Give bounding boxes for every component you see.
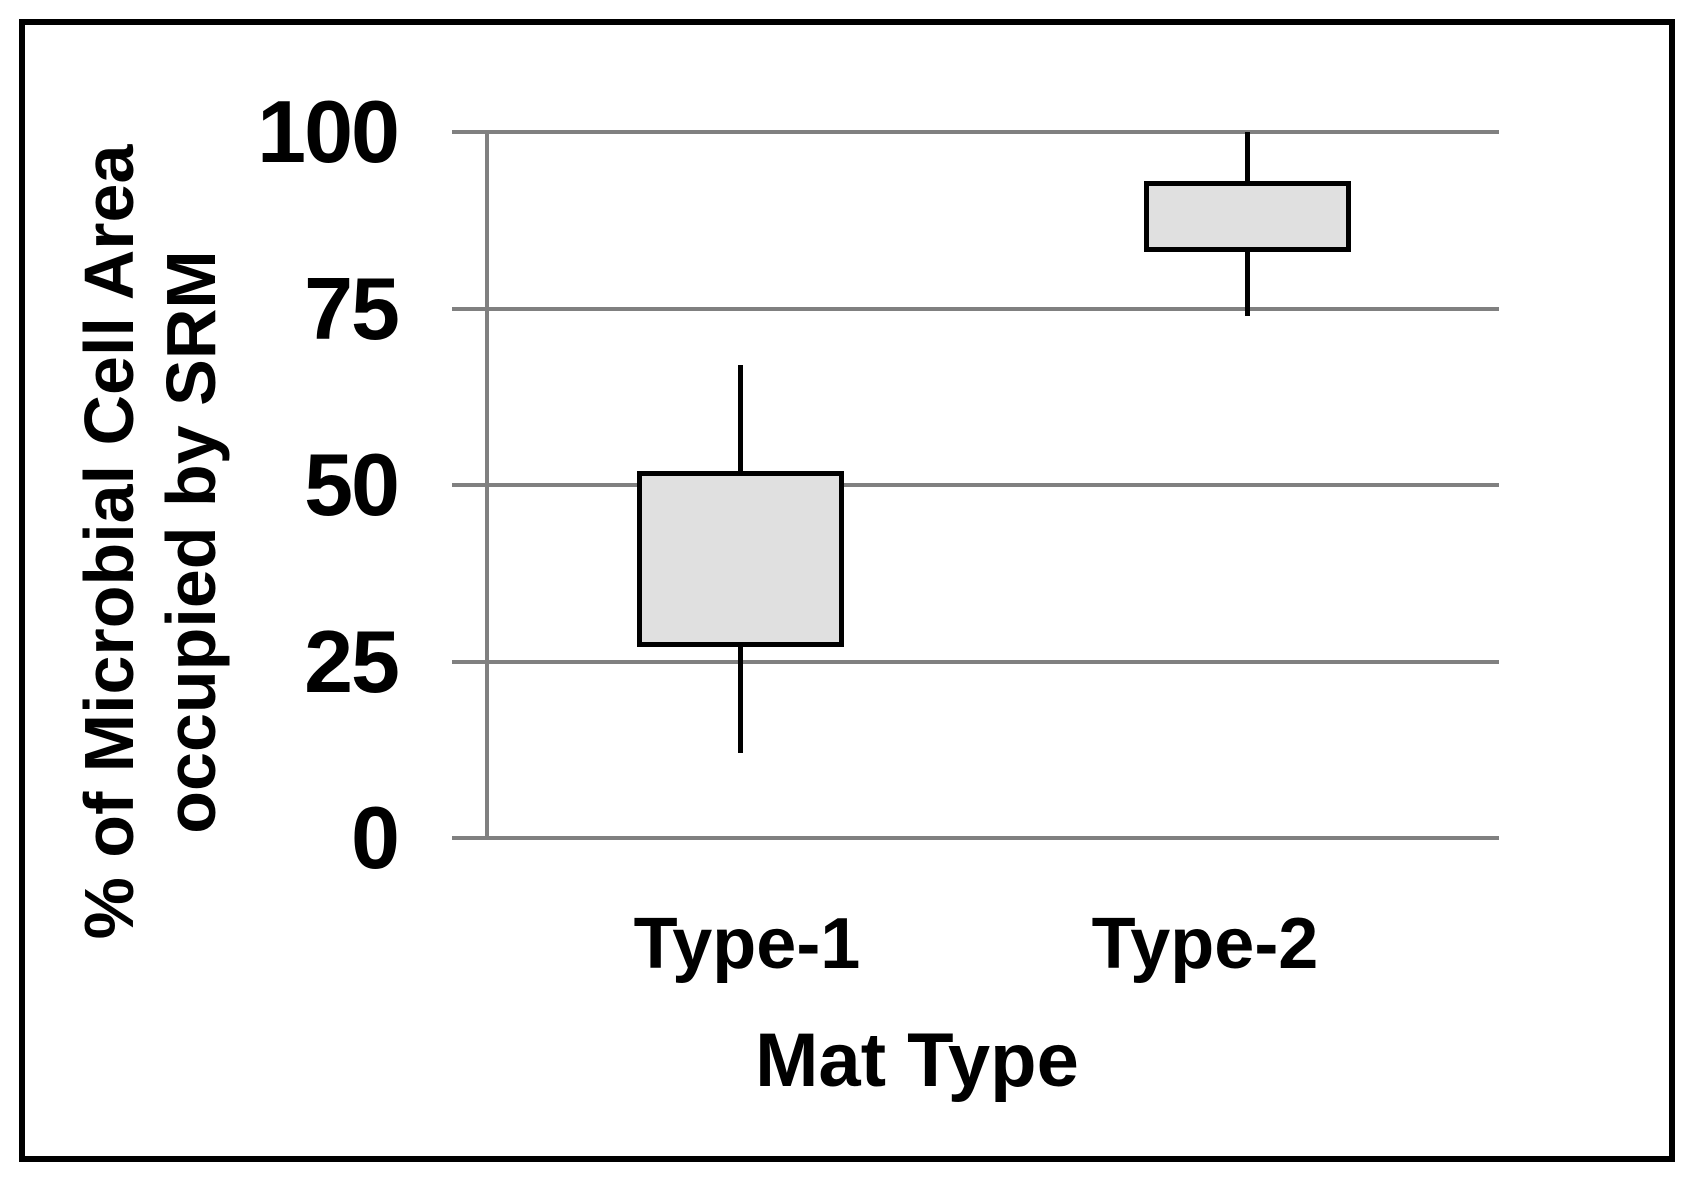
box-type-1 xyxy=(636,470,844,648)
gridline-y-100 xyxy=(452,130,1499,134)
gridline-y-75 xyxy=(452,306,1499,311)
y-axis-line xyxy=(485,130,489,840)
box-type-2 xyxy=(1143,181,1351,252)
gridline-y-0 xyxy=(452,836,1499,840)
y-axis-title: % of Microbial Cell Area occupied by SRM xyxy=(68,82,236,1002)
y-tick-label-75: 75 xyxy=(304,258,400,358)
y-tick-label-100: 100 xyxy=(257,82,400,181)
y-tick-label-25: 25 xyxy=(304,611,400,711)
x-tick-label-type-2: Type-2 xyxy=(1091,904,1319,984)
x-axis-title: Mat Type xyxy=(755,1018,1079,1103)
y-axis-title-line-2: occupied by SRM xyxy=(152,250,230,834)
y-tick-label-50: 50 xyxy=(304,435,400,534)
chart-outer-border xyxy=(19,19,1675,1162)
y-axis-title-line-1: % of Microbial Cell Area xyxy=(70,144,148,940)
gridline-y-25 xyxy=(452,659,1499,664)
x-tick-label-type-1: Type-1 xyxy=(633,904,861,984)
y-tick-label-0: 0 xyxy=(351,788,400,887)
gridline-y-50 xyxy=(452,483,1499,487)
